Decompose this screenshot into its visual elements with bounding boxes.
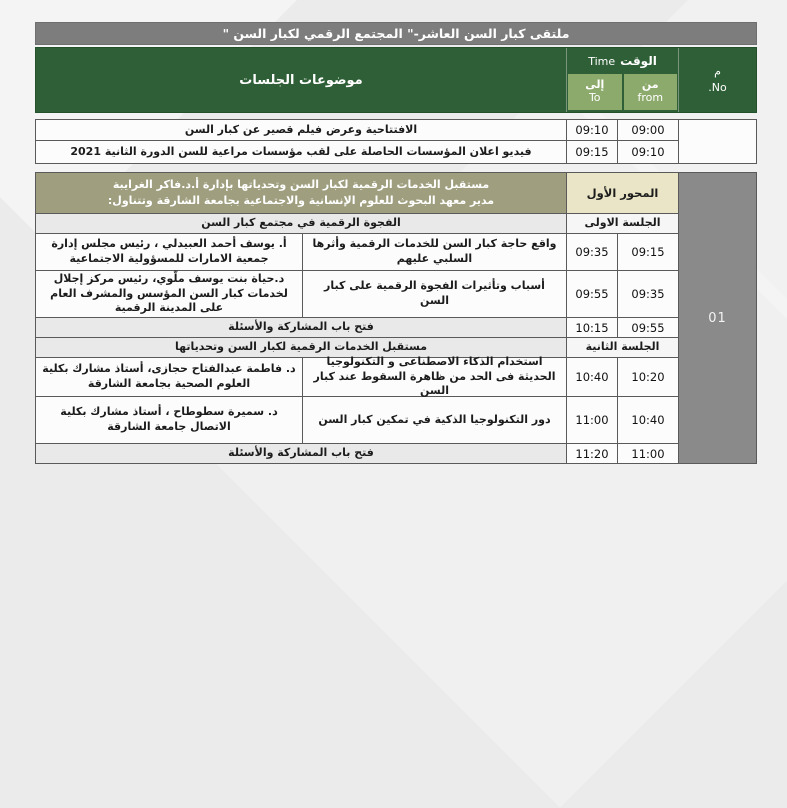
talk-speaker: د. سميرة سطوطاح ، أستاذ مشارك بكلية الات… — [36, 397, 302, 443]
schedule-table: ملتقى كبار السن العاشر-" المجتمع الرقمي … — [35, 22, 757, 464]
session-one-label: الجلسة الاولى — [567, 214, 678, 233]
to-time: 10:40 — [567, 358, 617, 396]
axis-one-block: 01 المحور الأول مستقبل الخدمات الرقمية ل… — [35, 172, 757, 464]
to-time: 09:55 — [567, 271, 617, 317]
axis-description-line1: مستقبل الخدمات الرقمية لكبار السن وتحديا… — [112, 177, 490, 191]
page: { "title": "ملتقى كبار السن العاشر-\" ال… — [35, 22, 757, 464]
time-header-arabic: الوقت — [620, 54, 657, 68]
from-header-english: from — [637, 91, 664, 104]
open-discussion-row: فتح باب المشاركة والأسئلة — [36, 444, 566, 463]
time-header-english: Time — [588, 54, 616, 68]
from-time: 11:00 — [618, 444, 678, 463]
talk-topic: أسباب وتأثيرات الفجوة الرقمية على كبار ا… — [303, 271, 566, 317]
axis-description-cell: مستقبل الخدمات الرقمية لكبار السن وتحديا… — [36, 173, 566, 213]
time-subheaders: من from إلى To — [567, 74, 678, 112]
column-header-to: إلى To — [568, 74, 622, 110]
to-time: 09:10 — [567, 120, 617, 140]
column-header-number: م No. — [678, 48, 756, 112]
to-header-english: To — [588, 91, 601, 104]
forum-title: ملتقى كبار السن العاشر-" المجتمع الرقمي … — [222, 26, 570, 41]
from-time: 09:35 — [618, 271, 678, 317]
to-time: 11:00 — [567, 397, 617, 443]
to-time: 09:15 — [567, 141, 617, 163]
talk-topic: استخدام الذكاء الاصطناعى و التكنولوجيا ا… — [303, 355, 566, 397]
talk-speaker: د.حياة بنت يوسف ملّوي، رئيس مركز إجلال ل… — [36, 271, 302, 317]
session-two-title: مستقبل الخدمات الرقمية لكبار السن وتحديا… — [36, 338, 566, 357]
from-header-arabic: من — [641, 78, 659, 92]
to-header-arabic: إلى — [585, 78, 605, 92]
open-discussion-row: فتح باب المشاركة والأسئلة — [36, 318, 566, 337]
number-header-arabic: م — [714, 64, 721, 78]
to-time: 10:15 — [567, 318, 617, 337]
from-time: 09:15 — [618, 234, 678, 270]
from-time: 10:20 — [618, 358, 678, 396]
from-time: 09:55 — [618, 318, 678, 337]
from-time: 10:40 — [618, 397, 678, 443]
topics-header-label: موضوعات الجلسات — [239, 72, 363, 88]
session-two-label: الجلسة الثانية — [567, 338, 678, 357]
from-time: 09:00 — [618, 120, 678, 140]
time-header: الوقت Time — [567, 48, 678, 74]
from-time: 09:10 — [618, 141, 678, 163]
number-header-english: No. — [708, 81, 727, 94]
axis-number-cell: 01 — [679, 173, 756, 463]
session-topic: فيديو اعلان المؤسسات الحاصلة على لقب مؤس… — [36, 141, 566, 163]
talk-topic: دور التكنولوجيا الذكية في تمكين كبار الس… — [303, 397, 566, 443]
to-time: 11:20 — [567, 444, 617, 463]
talk-topic: واقع حاجة كبار السن للخدمات الرقمية وأثر… — [303, 234, 566, 270]
axis-label-cell: المحور الأول — [567, 173, 678, 213]
forum-title-bar: ملتقى كبار السن العاشر-" المجتمع الرقمي … — [35, 22, 757, 45]
opening-rows-block: 09:00 09:10 الافتتاحية وعرض فيلم قصير عن… — [35, 119, 757, 164]
number-cell-empty — [679, 120, 756, 163]
to-time: 09:35 — [567, 234, 617, 270]
session-topic: الافتتاحية وعرض فيلم قصير عن كبار السن — [36, 120, 566, 140]
table-header-row: م No. الوقت Time من from إلى To موضوعات … — [35, 47, 757, 113]
column-header-topics: موضوعات الجلسات — [36, 48, 567, 112]
session-one-title: الفجوة الرقمية في مجتمع كبار السن — [36, 214, 566, 233]
column-header-from: من from — [623, 74, 677, 110]
talk-speaker: أ. يوسف أحمد العبيدلي ، رئيس مجلس إدارة … — [36, 234, 302, 270]
talk-speaker: د. فاطمة عبدالفتاح حجازى، أستاذ مشارك بك… — [36, 358, 302, 396]
column-header-time-group: الوقت Time من from إلى To — [567, 48, 678, 112]
axis-description-line2: مدير معهد البحوث للعلوم الإنسانية والاجت… — [107, 194, 495, 207]
